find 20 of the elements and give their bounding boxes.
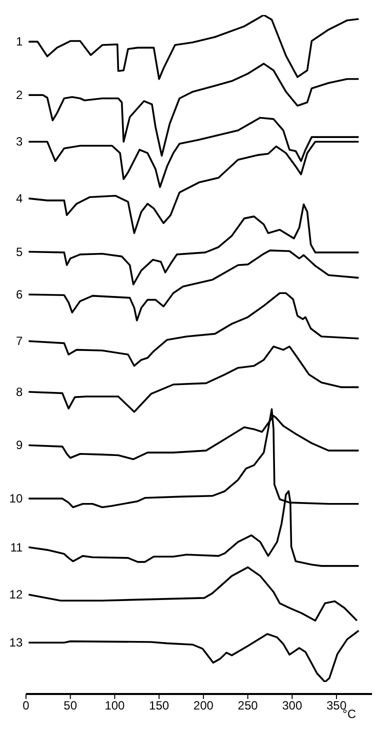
series-label: 7 [16, 334, 23, 348]
series-label: 10 [9, 492, 23, 506]
series-label: 8 [16, 384, 23, 399]
x-tick-label: 150 [149, 698, 170, 713]
series-label: 6 [16, 287, 23, 302]
series-label: 4 [16, 191, 23, 206]
series-label: 13 [9, 636, 23, 650]
x-tick-label: 250 [238, 698, 258, 713]
x-tick-label: 200 [193, 698, 214, 713]
x-tick-label: 100 [104, 698, 126, 713]
series-label: 3 [16, 134, 23, 149]
x-tick-label: 0 [22, 698, 30, 713]
series-label: 2 [16, 88, 23, 102]
series-label: 1 [16, 34, 23, 49]
series-label: 5 [16, 244, 23, 259]
series-label: 12 [9, 588, 23, 602]
x-tick-label: 300 [282, 698, 302, 713]
series-label: 9 [16, 438, 23, 452]
series-label: 11 [10, 540, 23, 554]
x-tick-label: 50 [64, 698, 78, 713]
